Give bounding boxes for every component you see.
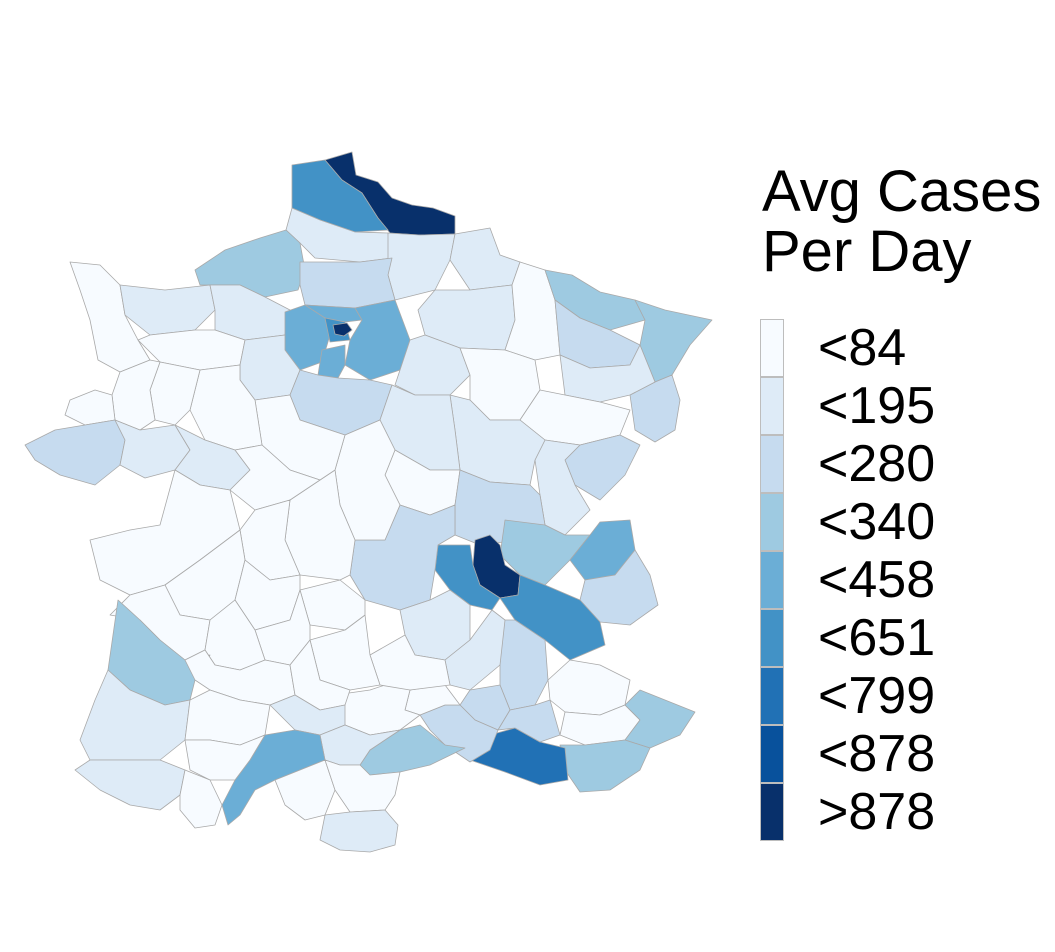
department-hautes-pyrenees [179, 769, 223, 829]
department-oise [299, 257, 396, 309]
legend-label: <84 [818, 319, 907, 377]
legend-label: <878 [818, 725, 936, 783]
legend-swatch [760, 377, 784, 435]
legend-swatch [760, 725, 784, 783]
legend-label: <340 [818, 493, 936, 551]
department-val-d-oise [304, 304, 363, 323]
department-calvados [119, 284, 216, 336]
department-loire [434, 544, 501, 611]
department-finistere [24, 419, 126, 486]
department-hautes-alpes [547, 659, 631, 716]
department-pyrenees-atlantiques [74, 759, 186, 811]
department-haut-rhin [629, 374, 681, 443]
department-vendee [89, 469, 241, 596]
legend-swatch [760, 667, 784, 725]
department-vaucluse [497, 699, 561, 743]
department-var [559, 739, 651, 793]
department-ariege [274, 759, 336, 821]
legend-swatch [760, 493, 784, 551]
legend-label: <651 [818, 609, 936, 667]
legend-label: >878 [818, 783, 936, 841]
department-cantal [369, 634, 451, 691]
legend-label: <458 [818, 551, 936, 609]
department-bouches-du-rhone [469, 727, 569, 786]
france-choropleth-map [24, 151, 713, 853]
department-creuse [299, 579, 366, 631]
legend-swatch [760, 319, 784, 377]
department-pyrenees-orientales [319, 809, 399, 853]
legend-color-scale [760, 319, 784, 841]
department-aude [324, 759, 401, 813]
department-essonne [317, 344, 346, 379]
legend-title: Avg Cases Per Day [762, 162, 1041, 282]
department-gers [184, 734, 266, 781]
legend-label: <195 [818, 377, 936, 435]
legend-swatch [760, 551, 784, 609]
legend-title-line2: Per Day [762, 219, 972, 284]
department-cotes-d-armor [64, 389, 116, 426]
legend-label: <280 [818, 435, 936, 493]
department-paris [332, 322, 353, 337]
legend-swatch [760, 609, 784, 667]
department-jura [534, 439, 591, 536]
legend-label: <799 [818, 667, 936, 725]
legend-labels: <84 <195 <280 <340 <458 <651 <799 <878 >… [818, 319, 935, 841]
legend-swatch [760, 783, 784, 841]
legend-swatch [760, 435, 784, 493]
department-layer [24, 151, 713, 853]
department-ardennes [449, 227, 521, 291]
department-alpes-maritimes [624, 689, 696, 749]
legend-title-line1: Avg Cases [762, 159, 1042, 224]
